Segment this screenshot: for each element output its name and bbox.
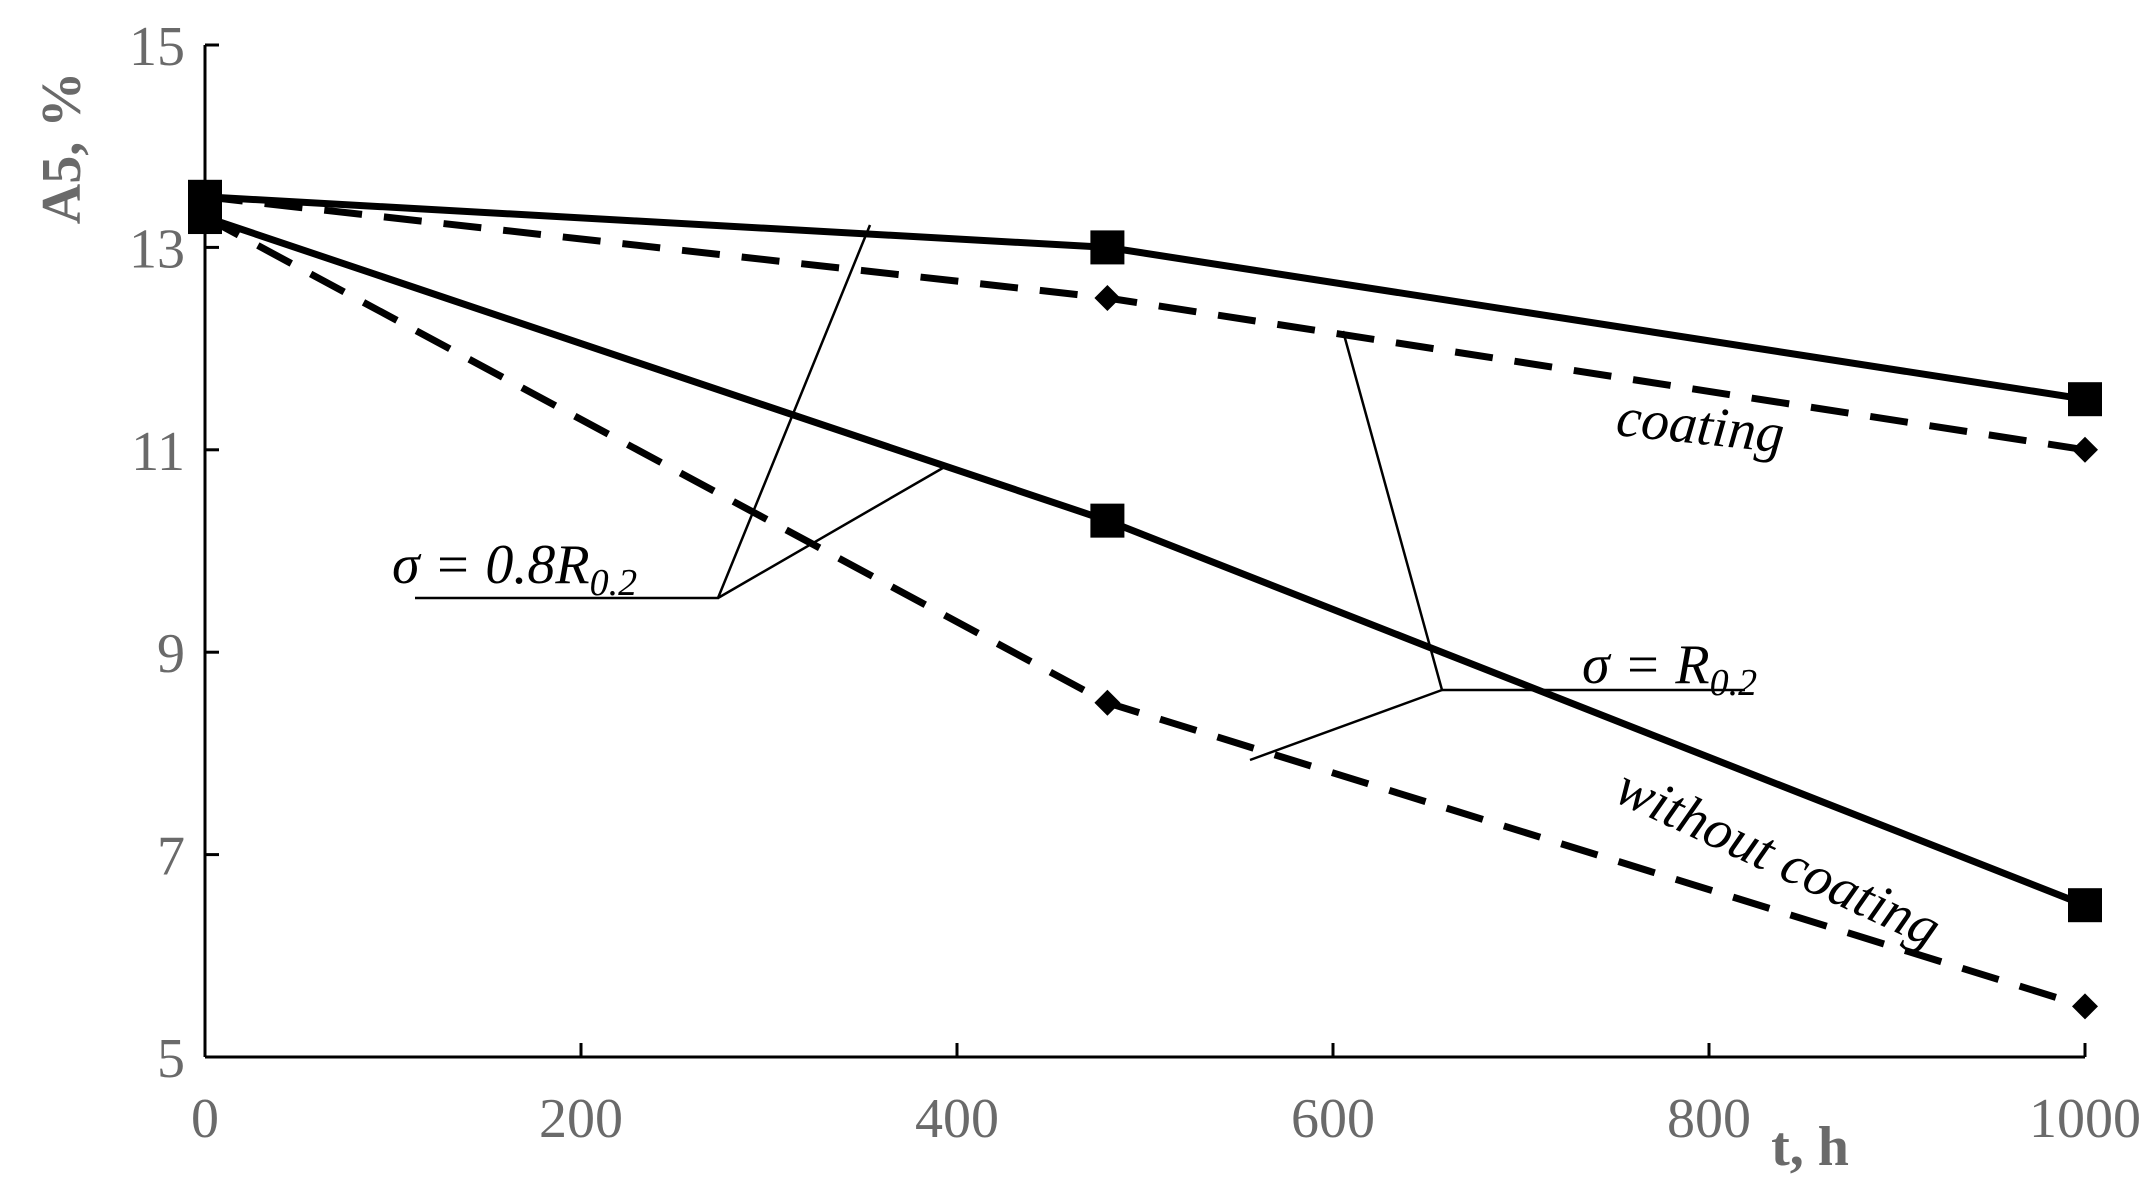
x-tick-label: 200	[539, 1088, 623, 1150]
stress-10-main: σ = R	[1582, 634, 1710, 696]
square-marker	[1090, 230, 1125, 265]
diamond-marker	[2072, 993, 2098, 1020]
square-marker	[2068, 888, 2102, 923]
stress-08-sub: 0.2	[590, 562, 638, 604]
x-tick-label: 800	[1667, 1088, 1751, 1150]
y-tick-label: 13	[129, 218, 185, 280]
diamond-marker	[1094, 285, 1121, 311]
annotation-leaders	[415, 224, 1745, 762]
series-line-2	[204, 193, 2086, 454]
y-tick-label: 11	[131, 421, 185, 483]
stress-08-main: σ = 0.8R	[392, 534, 590, 596]
y-axis-label: A5, %	[31, 72, 93, 224]
diamond-marker	[192, 204, 218, 231]
stress-08-label: σ = 0.8R0.2	[392, 534, 637, 604]
x-tick-label: 1000	[2029, 1088, 2141, 1150]
y-tick-label: 15	[129, 16, 185, 78]
y-tick-label: 5	[157, 1028, 185, 1090]
square-marker	[1090, 503, 1125, 538]
stress-08-leader-b	[717, 463, 949, 600]
stress-10-sub: 0.2	[1710, 662, 1758, 704]
x-axis-label: t, h	[1771, 1116, 1849, 1178]
square-marker	[2068, 382, 2102, 417]
markers-group	[188, 179, 2102, 1020]
diamond-marker	[1094, 689, 1121, 716]
y-tick-label: 7	[157, 826, 185, 888]
y-tick-label: 9	[157, 623, 185, 685]
x-tick-label: 400	[915, 1088, 999, 1150]
diamond-marker	[2072, 436, 2098, 463]
stress-10-label: σ = R0.2	[1582, 634, 1757, 704]
axis-ticks: 5 7 9 11 13 15 0 200 400 600 800 1000	[129, 16, 2141, 1150]
stress-10-leader-b	[1249, 688, 1443, 762]
x-tick-label: 0	[191, 1088, 219, 1150]
x-tick-label: 600	[1291, 1088, 1375, 1150]
